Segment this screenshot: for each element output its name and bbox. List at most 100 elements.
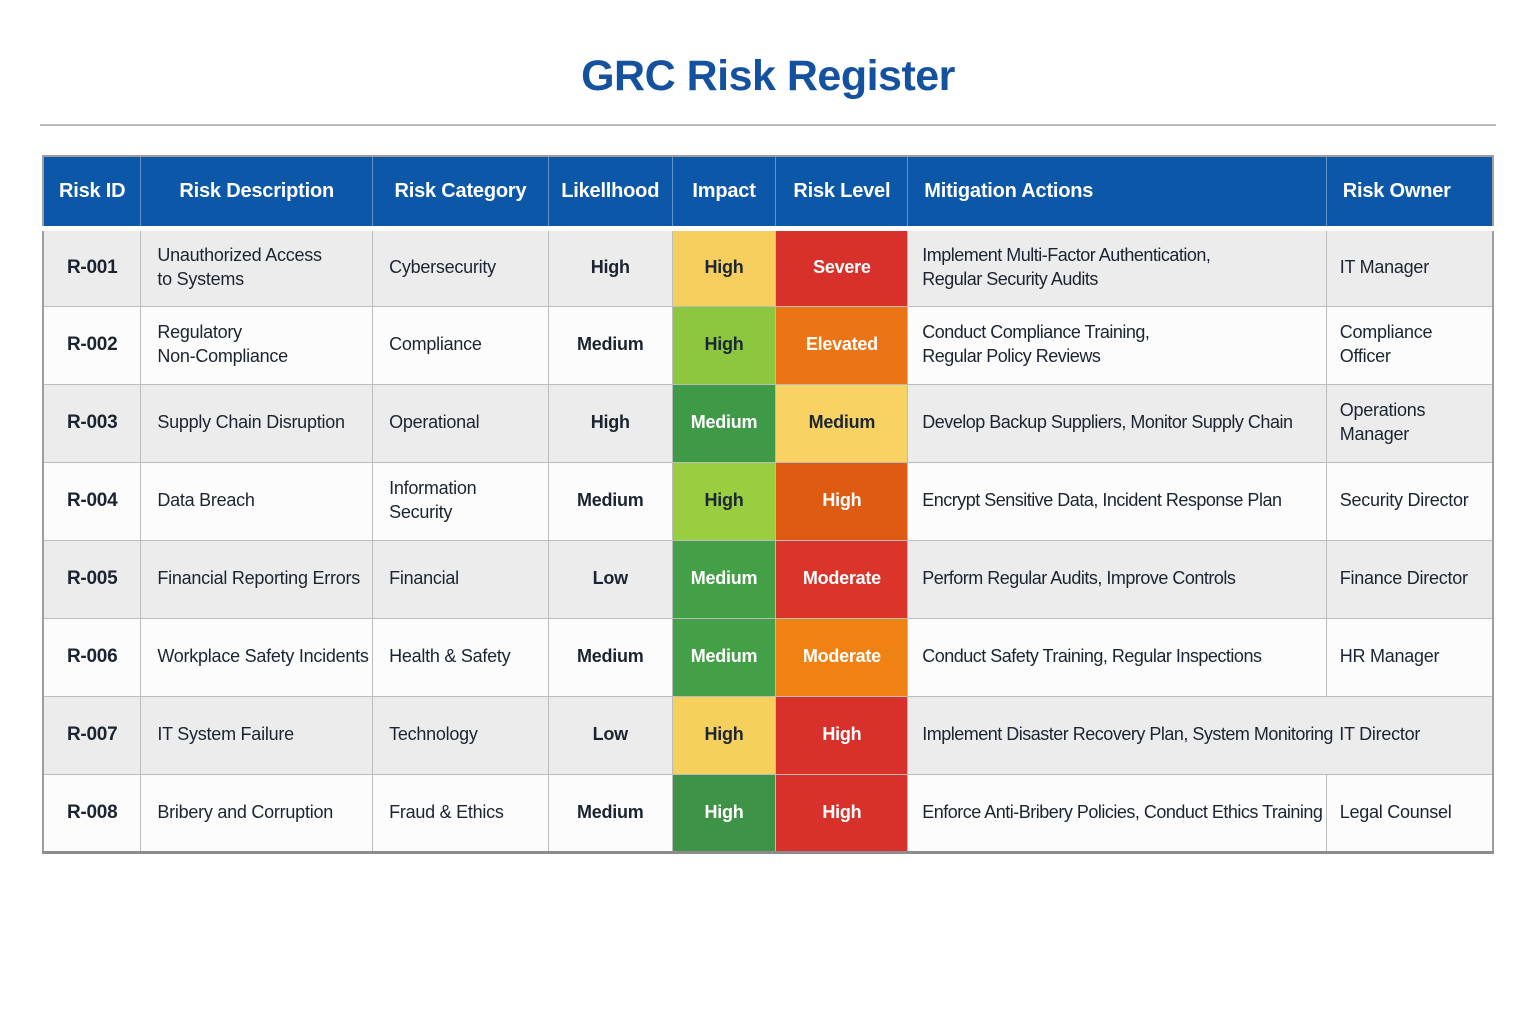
risk-level-cell: Moderate bbox=[775, 539, 909, 619]
risk-id-cell: R-002 bbox=[42, 305, 142, 385]
table-row: R-006 Workplace Safety Incidents Health & … bbox=[42, 617, 1494, 697]
risk-owner-cell: Legal Counsel bbox=[1325, 773, 1494, 853]
risk-description-cell: Data Breach bbox=[140, 461, 374, 541]
text-line: Encrypt Sensitive Data, Incident Respons… bbox=[922, 490, 1282, 511]
text-line: Implement Multi-Factor Authentication, bbox=[922, 245, 1211, 266]
likelihood-cell: Medium bbox=[547, 305, 673, 385]
likelihood-cell: High bbox=[547, 383, 673, 463]
text-line: Enforce Anti-Bribery Policies, Conduct E… bbox=[922, 801, 1323, 822]
risk-owner-cell: Security Director bbox=[1325, 461, 1494, 541]
risk-level-cell: Severe bbox=[775, 227, 909, 307]
text-line: Health & Safety bbox=[389, 646, 511, 667]
risk-table: Risk ID Risk Description Risk Category Like… bbox=[42, 155, 1494, 854]
table-body: R-001 Unauthorized Access to Systems Cybers… bbox=[42, 227, 1494, 853]
likelihood-cell: Medium bbox=[547, 461, 673, 541]
risk-level-cell: High bbox=[775, 695, 909, 775]
impact-cell: High bbox=[671, 227, 777, 307]
column-header-risk-category: Risk Category bbox=[372, 156, 549, 231]
column-header-impact: Impact bbox=[672, 156, 777, 231]
risk-id-cell: R-008 bbox=[42, 773, 142, 853]
column-header-risk-id: Risk ID bbox=[43, 156, 142, 231]
text-line: Finance Director bbox=[1339, 568, 1468, 589]
risk-table-container: Risk ID Risk Description Risk Category Like… bbox=[42, 155, 1494, 854]
text-line: IT Manager bbox=[1339, 257, 1429, 278]
risk-description-cell: Financial Reporting Errors bbox=[140, 539, 374, 619]
risk-description-cell: Workplace Safety Incidents bbox=[140, 617, 374, 697]
text-line: Officer bbox=[1339, 346, 1391, 366]
text-line: Financial bbox=[389, 568, 459, 589]
risk-owner-cell: Compliance Officer bbox=[1325, 305, 1494, 385]
risk-id-cell: R-005 bbox=[42, 539, 142, 619]
text-line: Legal Counsel bbox=[1339, 801, 1452, 822]
text-line: Financial Reporting Errors bbox=[157, 568, 360, 589]
risk-id-cell: R-003 bbox=[42, 383, 142, 463]
risk-description-cell: Bribery and Corruption bbox=[140, 773, 374, 853]
text-line: Technology bbox=[389, 724, 478, 745]
text-line: Regular Security Audits bbox=[922, 269, 1098, 289]
text-line: Develop Backup Suppliers, Monitor Supply… bbox=[922, 412, 1293, 433]
risk-id-cell: R-007 bbox=[42, 695, 142, 775]
text-line: Conduct Compliance Training, bbox=[922, 322, 1150, 343]
risk-category-cell: Fraud & Ethics bbox=[372, 773, 549, 853]
risk-level-cell: Elevated bbox=[775, 305, 909, 385]
likelihood-cell: Low bbox=[547, 539, 673, 619]
likelihood-cell: High bbox=[547, 227, 673, 307]
risk-id-cell: R-001 bbox=[42, 227, 142, 307]
table-row: R-003 Supply Chain Disruption Operational H… bbox=[42, 383, 1494, 463]
text-line: Operational bbox=[389, 412, 480, 433]
text-line: Security bbox=[389, 502, 453, 522]
text-line: HR Manager bbox=[1339, 646, 1440, 667]
likelihood-cell: Medium bbox=[547, 773, 673, 853]
text-line: Compliance bbox=[389, 334, 482, 355]
impact-cell: High bbox=[671, 773, 777, 853]
table-row: R-004 Data Breach Information Security Mediu… bbox=[42, 461, 1494, 541]
mitigation-actions-cell: Develop Backup Suppliers, Monitor Supply… bbox=[907, 383, 1327, 463]
text-line: IT Director bbox=[1339, 724, 1421, 745]
risk-level-cell: High bbox=[775, 773, 909, 853]
text-line: Unauthorized Access bbox=[157, 245, 322, 266]
text-line: Workplace Safety Incidents bbox=[157, 646, 369, 667]
text-line: Manager bbox=[1339, 424, 1410, 444]
text-line: Conduct Safety Training, Regular Inspect… bbox=[922, 646, 1262, 667]
mitigation-actions-cell: Enforce Anti-Bribery Policies, Conduct E… bbox=[907, 773, 1327, 853]
risk-level-cell: High bbox=[775, 461, 909, 541]
text-line: Information bbox=[389, 478, 477, 499]
mitigation-actions-cell: Implement Disaster Recovery Plan, System… bbox=[907, 695, 1333, 775]
risk-id-cell: R-004 bbox=[42, 461, 142, 541]
risk-category-cell: Financial bbox=[372, 539, 549, 619]
risk-owner-cell: IT Manager bbox=[1325, 227, 1494, 307]
mitigation-actions-cell: Conduct Safety Training, Regular Inspect… bbox=[907, 617, 1327, 697]
impact-cell: High bbox=[671, 461, 777, 541]
text-line: Regulatory bbox=[157, 322, 242, 343]
text-line: Regular Policy Reviews bbox=[922, 346, 1101, 366]
column-header-mitigation-actions: Mitigation Actions bbox=[907, 156, 1327, 231]
text-line: Operations bbox=[1339, 400, 1426, 421]
risk-description-cell: IT System Failure bbox=[140, 695, 374, 775]
impact-cell: High bbox=[671, 695, 777, 775]
text-line: Non-Compliance bbox=[157, 346, 288, 366]
risk-owner-cell: Operations Manager bbox=[1325, 383, 1494, 463]
text-line: Bribery and Corruption bbox=[157, 801, 333, 822]
table-row: R-001 Unauthorized Access to Systems Cybers… bbox=[42, 227, 1494, 307]
risk-level-cell: Medium bbox=[775, 383, 909, 463]
mitigation-actions-cell: Perform Regular Audits, Improve Controls bbox=[907, 539, 1327, 619]
risk-level-cell: Moderate bbox=[775, 617, 909, 697]
impact-cell: High bbox=[671, 305, 777, 385]
column-header-risk-level: Risk Level bbox=[775, 156, 909, 231]
text-line: IT System Failure bbox=[157, 724, 294, 745]
risk-id-cell: R-006 bbox=[42, 617, 142, 697]
text-line: Fraud & Ethics bbox=[389, 801, 504, 822]
table-row: R-002 Regulatory Non-Compliance Compliance M… bbox=[42, 305, 1494, 385]
mitigation-actions-cell: Encrypt Sensitive Data, Incident Respons… bbox=[907, 461, 1327, 541]
table-row: R-008 Bribery and Corruption Fraud & Ethic… bbox=[42, 773, 1494, 853]
table-row: R-005 Financial Reporting Errors Financial… bbox=[42, 539, 1494, 619]
likelihood-cell: Low bbox=[547, 695, 673, 775]
risk-description-cell: Supply Chain Disruption bbox=[140, 383, 374, 463]
risk-category-cell: Operational bbox=[372, 383, 549, 463]
text-line: Perform Regular Audits, Improve Controls bbox=[922, 568, 1236, 589]
risk-owner-cell: Finance Director bbox=[1325, 539, 1494, 619]
risk-category-cell: Cybersecurity bbox=[372, 227, 549, 307]
title-divider bbox=[40, 124, 1496, 126]
likelihood-cell: Medium bbox=[547, 617, 673, 697]
